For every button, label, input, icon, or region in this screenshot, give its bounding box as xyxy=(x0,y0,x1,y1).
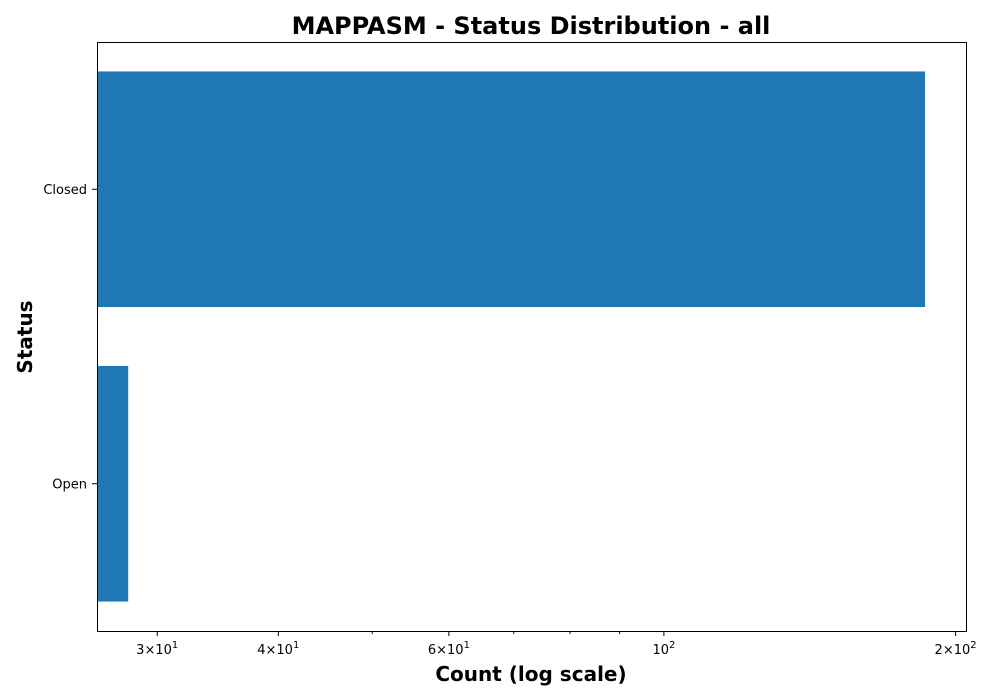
bar-closed xyxy=(97,71,926,308)
x-axis-label: Count (log scale) xyxy=(435,662,626,686)
x-tick-label: 2×102 xyxy=(935,640,977,658)
y-tick-label-closed: Closed xyxy=(43,183,87,198)
x-tick-label: 102 xyxy=(652,640,675,658)
x-tick-label: 4×101 xyxy=(257,640,299,658)
y-tick-label-open: Open xyxy=(52,477,87,492)
x-tick-label: 6×101 xyxy=(428,640,470,658)
bar-open xyxy=(97,365,129,602)
plot-frame xyxy=(97,42,967,632)
x-tick-label: 3×101 xyxy=(136,640,178,658)
chart-title: MAPPASM - Status Distribution - all xyxy=(292,12,771,40)
y-axis-label: Status xyxy=(13,300,37,373)
